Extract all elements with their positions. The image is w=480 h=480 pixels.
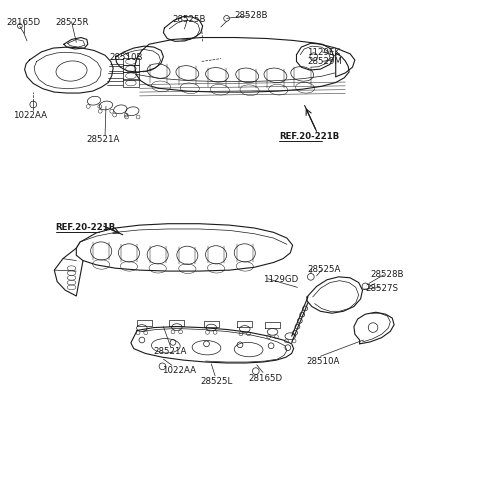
Text: 28165D: 28165D [249,373,283,382]
Text: 28165D: 28165D [6,18,41,27]
Text: 28525A: 28525A [307,264,340,273]
Text: 28510B: 28510B [110,53,144,62]
Text: 1022AA: 1022AA [162,365,196,374]
Text: 28521A: 28521A [153,346,186,355]
Text: 28525L: 28525L [201,376,233,385]
Text: 28529M: 28529M [307,57,342,66]
Text: 28528B: 28528B [370,270,404,279]
Text: 28521A: 28521A [86,135,119,144]
Text: REF.20-221B: REF.20-221B [279,132,339,140]
Text: 1129GD: 1129GD [263,275,298,284]
Text: 1129EK: 1129EK [307,48,340,57]
Text: 28510A: 28510A [306,356,339,365]
Text: 28525B: 28525B [172,15,205,24]
Text: 1022AA: 1022AA [12,110,47,120]
Text: 28528B: 28528B [234,11,268,20]
Text: REF.20-221B: REF.20-221B [56,222,116,231]
Text: 28525R: 28525R [56,18,89,27]
Text: 28527S: 28527S [365,283,398,292]
